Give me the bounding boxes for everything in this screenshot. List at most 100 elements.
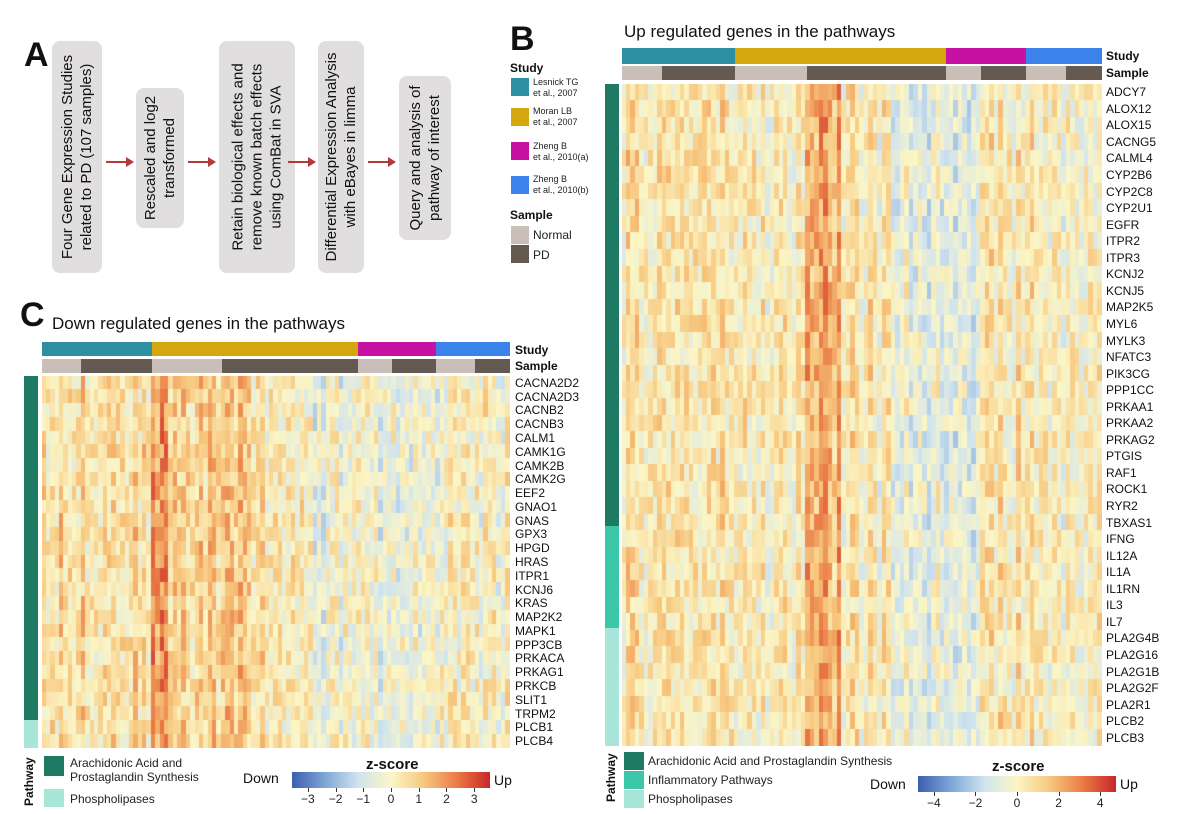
study-bar-moran [735, 48, 946, 64]
gene-label: PLCB1 [515, 720, 554, 735]
workflow-step-2: Rescaled and log2 transformed [136, 88, 184, 228]
c-legend-pathway-phospholipases-swatch [44, 789, 64, 807]
colorbar-tick [418, 788, 420, 792]
colorbar-tick-label: −1 [356, 792, 371, 806]
gene-label: CAMK1G [515, 444, 566, 459]
workflow-step-5: Query and analysis of pathway of interes… [399, 76, 451, 240]
pathway-bar-inflammatory [605, 526, 619, 628]
c-sample-bar-pd-3 [392, 359, 436, 373]
colorbar-tick-label: 4 [1096, 796, 1104, 810]
gene-label: PRKAA2 [1106, 416, 1154, 431]
panel-c-heatmap [42, 376, 510, 748]
colorbar-tick-label: 0 [1013, 796, 1021, 810]
panel-c-colorbar-low: Down [243, 770, 279, 786]
gene-label: ITPR2 [1106, 234, 1141, 249]
sample-bar-normal-3 [946, 66, 981, 80]
sample-bar-normal-4 [1026, 66, 1066, 80]
legend-pathway-inflammatory-swatch [624, 771, 644, 789]
gene-label: PRKAG1 [515, 665, 564, 680]
gene-label: MAP2K5 [1106, 300, 1154, 315]
legend-pathway-phospholipases-label: Phospholipases [648, 792, 733, 806]
panel-c-label: C [20, 296, 45, 334]
legend-study-1-swatch [511, 78, 529, 96]
legend-sample-normal-label: Normal [533, 228, 572, 242]
study-bar-lesnick [622, 48, 735, 64]
gene-label: PRKACA [515, 651, 565, 666]
colorbar-tick-label: 2 [1055, 796, 1062, 810]
workflow-arrow-2 [188, 157, 216, 167]
workflow-step-3-text: Retain biological effects and remove kno… [229, 63, 285, 251]
gene-label: ALOX15 [1106, 118, 1152, 133]
colorbar-tick [307, 788, 309, 792]
legend-study-2-label: Moran LB et al., 2007 [533, 106, 578, 127]
gene-label: RAF1 [1106, 465, 1137, 480]
gene-label: MAP2K2 [515, 610, 563, 625]
panel-c-pathway-title: Pathway [22, 757, 36, 806]
colorbar-tick-label: 0 [387, 792, 395, 806]
gene-label: CAMK2B [515, 458, 565, 473]
c-sample-bar-normal-2 [152, 359, 222, 373]
gene-label: PLA2G2F [1106, 681, 1159, 696]
panel-c-colorbar-title: z-score [366, 756, 419, 773]
gene-label: CYP2B6 [1106, 168, 1153, 183]
legend-pathway-phospholipases-swatch [624, 790, 644, 808]
gene-label: CALM1 [515, 431, 556, 445]
gene-label: PLA2R1 [1106, 697, 1151, 712]
gene-label: SLIT1 [515, 692, 548, 707]
panel-b-sample-bar [622, 66, 1102, 80]
c-pathway-bar-phospholipases [24, 720, 38, 748]
panel-b-study-row-label: Study [1106, 49, 1140, 63]
gene-label: CYP2C8 [1106, 184, 1153, 199]
c-sample-bar-normal-4 [436, 359, 475, 373]
panel-b-colorbar-high: Up [1120, 776, 1138, 792]
panel-b-study-legend-title: Study [510, 61, 544, 75]
colorbar-tick-label: 3 [470, 792, 478, 806]
gene-label: EGFR [1106, 217, 1140, 232]
workflow-step-3: Retain biological effects and remove kno… [219, 41, 295, 273]
workflow-step-4-text: Differential Expression Analysis with eB… [323, 52, 359, 262]
legend-study-1-label: Lesnick TG et al., 2007 [533, 77, 579, 98]
gene-label: IL7 [1106, 614, 1123, 629]
colorbar-tick-label: 2 [443, 792, 450, 806]
panel-b-sample-row-label: Sample [1106, 66, 1149, 80]
c-study-bar-lesnick [42, 342, 152, 356]
legend-pathway-inflammatory-label: Inflammatory Pathways [648, 773, 773, 787]
workflow-step-1-text: Four Gene Expression Studies related to … [59, 54, 95, 260]
gene-label: KCNJ5 [1106, 283, 1145, 298]
gene-label: PLA2G1B [1106, 664, 1160, 679]
colorbar-tick [1058, 792, 1060, 796]
gene-label: IL1A [1106, 565, 1131, 580]
c-study-bar-moran [152, 342, 358, 356]
gene-label: RYR2 [1106, 499, 1138, 514]
colorbar-tick [933, 792, 935, 796]
c-legend-pathway-arachidonic-label: Arachidonic Acid and Prostaglandin Synth… [70, 756, 199, 784]
panel-b-pathway-bar [605, 84, 619, 746]
legend-sample-normal-swatch [511, 226, 529, 244]
gene-label: PLA2G4B [1106, 631, 1160, 646]
workflow-arrow-4 [368, 157, 396, 167]
gene-label: PIK3CG [1106, 366, 1151, 381]
gene-label: GNAS [515, 513, 550, 528]
c-sample-bar-normal-1 [42, 359, 81, 373]
gene-label: CAMK2G [515, 472, 566, 487]
panel-c-sample-bar [42, 359, 510, 373]
c-sample-bar-normal-3 [358, 359, 392, 373]
colorbar-tick [1100, 792, 1102, 796]
c-sample-bar-pd-1 [81, 359, 152, 373]
colorbar-tick [474, 788, 476, 792]
panel-c-study-row-label: Study [515, 343, 549, 357]
gene-label: MAPK1 [515, 623, 556, 638]
gene-label: PRKCB [515, 679, 557, 693]
panel-a-label: A [24, 36, 49, 74]
gene-label: PRKAA1 [1106, 399, 1154, 414]
gene-label: IL3 [1106, 598, 1123, 613]
study-bar-zheng-b [1026, 48, 1102, 64]
gene-label: CACNA2D3 [515, 389, 580, 404]
gene-label: IL12A [1106, 548, 1138, 563]
c-legend-pathway-arachidonic-swatch [44, 756, 64, 776]
gene-label: ADCY7 [1106, 85, 1147, 100]
gene-label: IL1RN [1106, 581, 1141, 596]
gene-label: CALML4 [1106, 151, 1153, 166]
panel-b-heatmap [622, 84, 1102, 746]
gene-label: TBXAS1 [1106, 515, 1153, 530]
